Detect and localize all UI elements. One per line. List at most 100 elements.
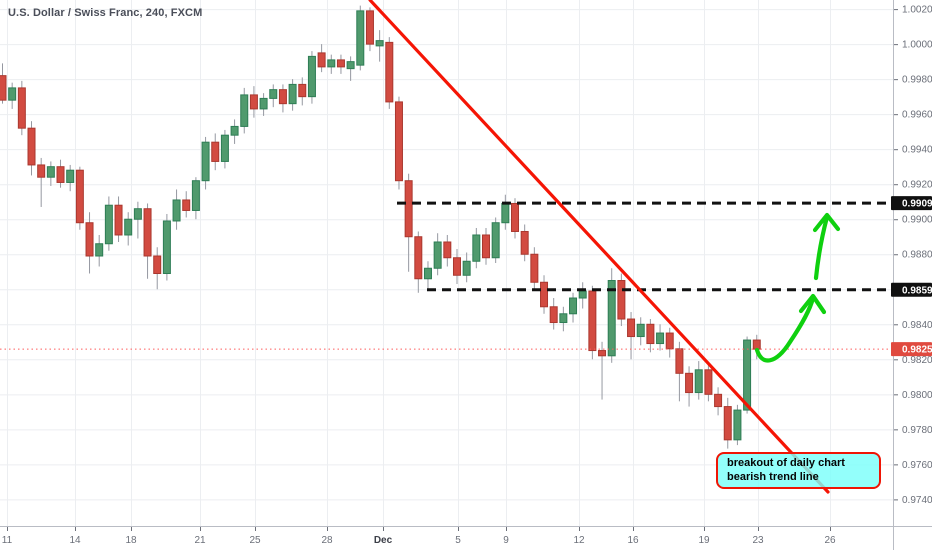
candle-down: [452, 257, 461, 276]
candle-up: [346, 61, 355, 70]
candle-up: [743, 339, 752, 411]
candle-down: [336, 59, 345, 68]
candle-up: [472, 234, 481, 262]
time-tick-label: 5: [455, 535, 461, 546]
candle-down: [598, 350, 607, 357]
candle-down: [143, 208, 152, 257]
candle-down: [27, 127, 36, 166]
candle-down: [443, 241, 452, 259]
level-price-tag-1[interactable]: 0.99092: [891, 196, 932, 211]
bearish-trendline[interactable]: [368, 0, 830, 494]
candle-up: [694, 369, 703, 394]
candle-up: [191, 180, 200, 211]
candle-down: [278, 89, 287, 105]
candle-up: [104, 204, 113, 245]
time-tick-label: 21: [194, 535, 206, 546]
candle-down: [385, 41, 394, 103]
time-tick-label: 16: [627, 535, 639, 546]
candle-down: [17, 87, 26, 129]
candle-up: [220, 134, 229, 162]
candle-down: [85, 222, 94, 257]
candle-down: [404, 180, 413, 238]
level-price-tag-2[interactable]: 0.98597: [891, 282, 932, 297]
arrow-to-support-level[interactable]: [754, 293, 827, 363]
candle-down: [365, 10, 374, 45]
level-price-tag-1-bg: [891, 196, 932, 211]
time-axis[interactable]: 11 14 18 21 25 28 Dec 5 9 12 16 19 23 26: [2, 527, 836, 546]
candle-down: [520, 230, 529, 255]
current-price-tag[interactable]: 0.98258: [891, 342, 932, 357]
candle-up: [433, 241, 442, 269]
candle-up: [66, 169, 75, 183]
candle-down: [317, 52, 326, 68]
candle-up: [95, 243, 104, 257]
time-tick-label: 18: [125, 535, 137, 546]
candle-up: [124, 218, 133, 236]
candle-up: [288, 83, 297, 105]
candle-up: [578, 290, 587, 299]
candle-down: [182, 199, 191, 211]
candle-up: [607, 280, 616, 357]
candle-down: [414, 236, 423, 280]
candle-down: [549, 306, 558, 324]
arrow-to-resistance-level-head: [812, 212, 841, 233]
candle-up: [733, 409, 742, 441]
candle-down: [75, 169, 84, 224]
candle-up: [327, 59, 336, 68]
callout-line-2: bearish trend line: [727, 471, 819, 483]
candle-down: [211, 141, 220, 162]
candle-down: [627, 318, 636, 338]
candle-down: [588, 290, 597, 352]
candle-down: [723, 406, 732, 441]
time-tick-label: 19: [698, 535, 710, 546]
candle-up: [269, 89, 278, 99]
candle-down: [530, 253, 539, 283]
candle-down: [394, 101, 403, 182]
level-price-tag-2-text: 0.98597: [902, 285, 932, 296]
candle-up: [569, 297, 578, 315]
candle-down: [511, 202, 520, 232]
candle-down: [704, 369, 713, 395]
candle-up: [230, 125, 239, 136]
candle-down: [665, 332, 674, 350]
time-tick-label: Dec: [374, 535, 393, 546]
candle-down: [714, 393, 723, 408]
breakout-callout[interactable]: breakout of daily chart bearish trend li…: [716, 452, 881, 489]
candle-down: [0, 75, 7, 101]
arrow-to-resistance-level[interactable]: [812, 212, 841, 281]
current-price-tag-bg: [891, 342, 932, 357]
candle-up: [162, 220, 171, 275]
price-tick-label: 1.00200: [902, 5, 932, 16]
candle-up: [46, 166, 55, 178]
time-tick-label: 12: [573, 535, 585, 546]
candle-up: [307, 55, 316, 98]
candle-down: [675, 348, 684, 374]
candle-down: [482, 234, 490, 259]
candle-up: [356, 10, 365, 66]
time-tick-label: 28: [321, 535, 333, 546]
candle-down: [249, 94, 258, 110]
candle-up: [8, 87, 17, 101]
grid-layer: [0, 0, 893, 526]
candle-down: [114, 204, 123, 236]
time-tick-label: 11: [2, 535, 13, 546]
candles-layer: [0, 5, 761, 449]
candle-up: [656, 332, 665, 345]
candle-down: [646, 323, 655, 345]
candle-up: [133, 208, 142, 220]
level-price-tag-2-bg: [891, 282, 932, 297]
time-tick-label: 25: [249, 535, 261, 546]
candle-down: [685, 372, 694, 394]
time-tick-label: 23: [752, 535, 764, 546]
